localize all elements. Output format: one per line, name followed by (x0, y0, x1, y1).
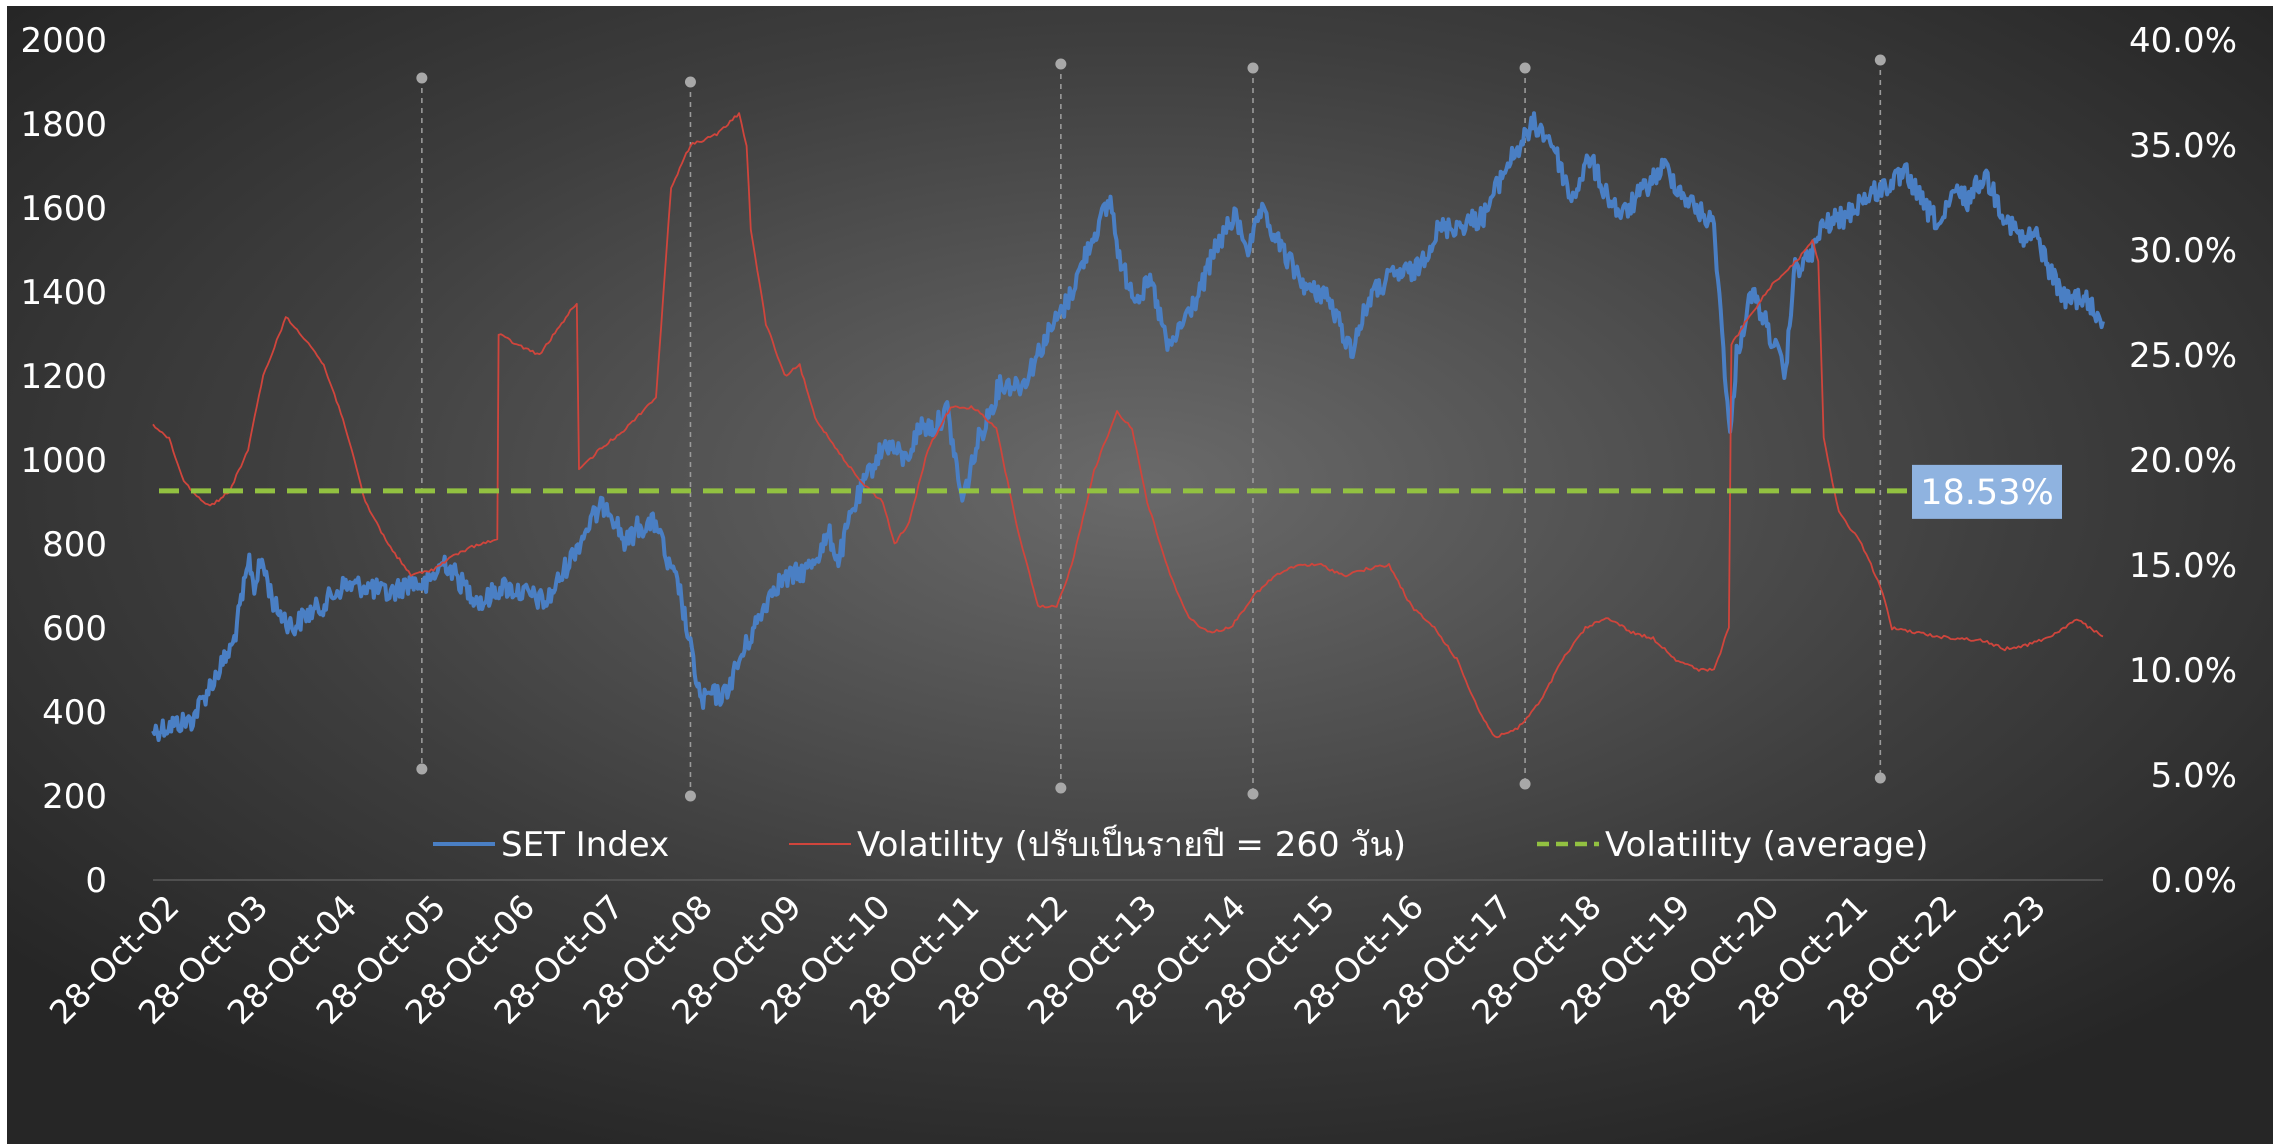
event-marker-dot (1055, 58, 1067, 70)
set-index-line (151, 111, 2105, 742)
event-marker-dot (684, 76, 696, 88)
y-left-tick-label: 600 (42, 609, 107, 649)
event-marker-dot (1247, 62, 1259, 74)
chart-background (7, 6, 2273, 1144)
y-left-tick-label: 800 (42, 525, 107, 565)
event-marker-dot (1519, 778, 1531, 790)
y-left-tick-label: 1000 (20, 441, 107, 481)
y-left-tick-label: 0 (85, 861, 107, 901)
y-left-tick-label: 200 (42, 777, 107, 817)
event-marker-dot (416, 763, 428, 775)
event-marker-dot (1874, 772, 1886, 784)
event-marker-dot (1055, 782, 1067, 794)
y-left-tick-label: 1800 (20, 105, 107, 145)
legend-volatility-average-label: Volatility (average) (1605, 825, 1928, 865)
y-right-tick-label: 35.0% (2129, 126, 2237, 166)
legend-set-index-label: SET Index (501, 825, 669, 865)
chart-svg: 0 200 400 600 800 1000 1200 1400 1600 1800 2000 0.0… (7, 6, 2273, 1144)
y-left-tick-label: 2000 (20, 21, 107, 61)
average-label-text: 18.53% (1920, 473, 2053, 513)
y-right-tick-label: 20.0% (2129, 441, 2237, 481)
event-marker-dot (1247, 788, 1259, 800)
y-right-tick-label: 10.0% (2129, 651, 2237, 691)
event-marker-dot (1874, 54, 1886, 66)
average-label-box (1912, 464, 2062, 519)
volatility-line (152, 112, 2104, 739)
y-right-tick-label: 30.0% (2129, 231, 2237, 271)
event-marker-dot (416, 72, 428, 84)
y-left-tick-label: 400 (42, 693, 107, 733)
y-left-tick-label: 1400 (20, 273, 107, 313)
y-right-tick-label: 25.0% (2129, 336, 2237, 376)
y-right-tick-label: 15.0% (2129, 546, 2237, 586)
legend-volatility-label: Volatility (ปรับเป็นรายปี = 260 วัน) (857, 824, 1406, 865)
y-left-tick-label: 1200 (20, 357, 107, 397)
y-right-tick-label: 40.0% (2129, 21, 2237, 61)
event-marker-dot (1519, 62, 1531, 74)
y-left-tick-label: 1600 (20, 189, 107, 229)
event-marker-dot (684, 790, 696, 802)
y-right-tick-label: 5.0% (2151, 756, 2237, 796)
chart-container: 0 200 400 600 800 1000 1200 1400 1600 1800 2000 0.0… (7, 6, 2273, 1144)
y-right-tick-label: 0.0% (2151, 861, 2237, 901)
